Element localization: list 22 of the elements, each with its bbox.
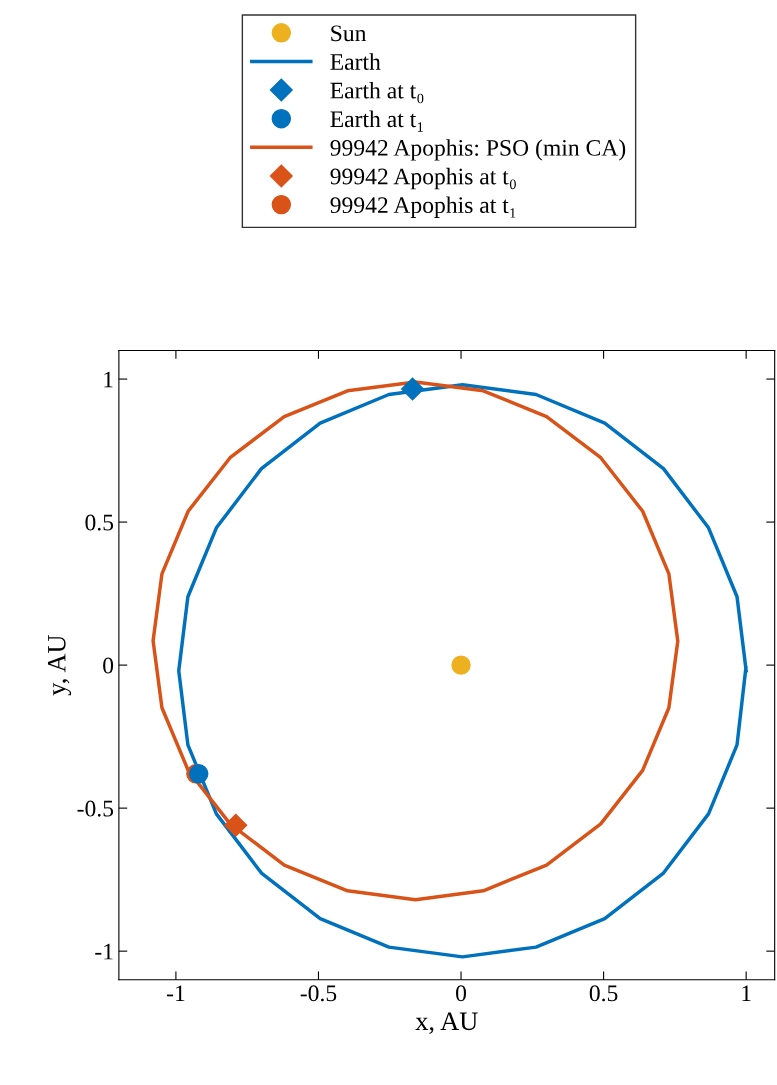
legend-label: Earth at t₀ <box>330 81 424 104</box>
x-tick-label: -1 <box>166 985 185 1001</box>
point <box>224 813 248 837</box>
x-tick-label: 0 <box>456 985 467 1002</box>
y-tick-label: 0.5 <box>85 514 114 531</box>
legend-label: 99942 Apophis at t₁ <box>330 196 516 218</box>
x-tick-label: 0.5 <box>589 985 618 1002</box>
legend-label: Sun <box>331 25 367 42</box>
y-tick-label: 0 <box>103 657 114 674</box>
legend-label: Earth <box>330 53 381 70</box>
legend-label: Earth at t₁ <box>330 110 423 132</box>
y-tick-label: -1 <box>95 943 113 960</box>
point <box>401 377 425 401</box>
legend-label: 99942 Apophis at t₀ <box>330 167 516 190</box>
x-tick-label: -0.5 <box>300 985 337 1002</box>
y-tick-label: -0.5 <box>77 800 114 817</box>
x-tick-label: 1 <box>742 985 751 1001</box>
y-tick-label: 1 <box>104 371 113 388</box>
x-axis-title: x, AU <box>415 1012 478 1034</box>
point <box>451 655 471 675</box>
y-axis-title: y, AU <box>47 634 72 696</box>
legend-label: 99942 Apophis: PSO (min CA) <box>330 139 626 161</box>
